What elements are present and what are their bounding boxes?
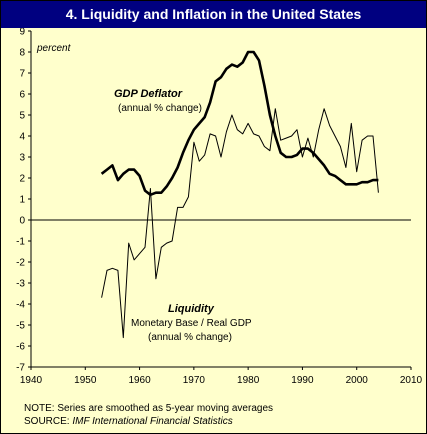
liquidity-label: Liquidity bbox=[168, 303, 215, 315]
gdp-deflator-label: GDP Deflator bbox=[114, 88, 183, 100]
y-tick-label: 1 bbox=[19, 195, 25, 206]
source-prefix: SOURCE: bbox=[24, 416, 73, 427]
source-name: IMF International Financial Statistics bbox=[72, 416, 233, 427]
y-tick-label: 6 bbox=[19, 90, 25, 101]
note-text: NOTE: Series are smoothed as 5-year movi… bbox=[24, 403, 273, 414]
y-tick-label: 7 bbox=[19, 69, 25, 80]
x-axis: 1940 1950 1960 1970 1980 1990 2000 2010 bbox=[20, 367, 423, 386]
y-tick-label: -2 bbox=[16, 258, 25, 269]
x-tick-label: 1950 bbox=[74, 375, 97, 386]
chart-plot: -7 -6 -5 -4 -3 -2 -1 0 1 2 3 4 5 6 7 8 9 1940 1950 1960 197… bbox=[16, 28, 423, 386]
source-line: SOURCE: IMF International Financial Stat… bbox=[24, 415, 273, 428]
series-line-gdp-deflator bbox=[100, 50, 379, 197]
y-tick-label: 8 bbox=[19, 48, 25, 59]
x-tick-label: 2000 bbox=[346, 375, 369, 386]
x-tick-label: 1940 bbox=[20, 375, 43, 386]
y-tick-label: -1 bbox=[16, 237, 25, 248]
chart-notes: NOTE: Series are smoothed as 5-year movi… bbox=[24, 402, 273, 428]
y-tick-label: 9 bbox=[19, 28, 25, 38]
y-tick-label: -5 bbox=[16, 321, 25, 332]
series-line-liquidity bbox=[101, 108, 379, 339]
liquidity-sublabel-2: (annual % change) bbox=[148, 332, 232, 343]
x-tick-label: 1960 bbox=[128, 375, 151, 386]
x-tick-label: 1970 bbox=[183, 375, 206, 386]
y-tick-label: 0 bbox=[19, 216, 25, 227]
y-tick-label: 3 bbox=[19, 153, 25, 164]
liquidity-sublabel-1: Monetary Base / Real GDP bbox=[131, 318, 252, 329]
series-layer bbox=[100, 50, 379, 339]
chart-title: 4. Liquidity and Inflation in the United… bbox=[1, 1, 426, 28]
x-tick-label: 2010 bbox=[400, 375, 423, 386]
y-tick-label: -4 bbox=[16, 300, 25, 311]
x-tick-label: 1980 bbox=[237, 375, 260, 386]
chart-axes bbox=[30, 31, 411, 368]
y-tick-label: 4 bbox=[19, 132, 25, 143]
y-tick-label: -6 bbox=[16, 342, 25, 353]
y-tick-label: -3 bbox=[16, 279, 25, 290]
y-tick-label: 5 bbox=[19, 111, 25, 122]
y-tick-label: 2 bbox=[19, 174, 25, 185]
x-tick-label: 1990 bbox=[291, 375, 314, 386]
y-tick-label: -7 bbox=[16, 363, 25, 374]
y-axis-label: percent bbox=[36, 43, 72, 54]
gdp-deflator-sublabel: (annual % change) bbox=[118, 103, 202, 114]
y-axis: -7 -6 -5 -4 -3 -2 -1 0 1 2 3 4 5 6 7 8 9 bbox=[16, 28, 31, 374]
